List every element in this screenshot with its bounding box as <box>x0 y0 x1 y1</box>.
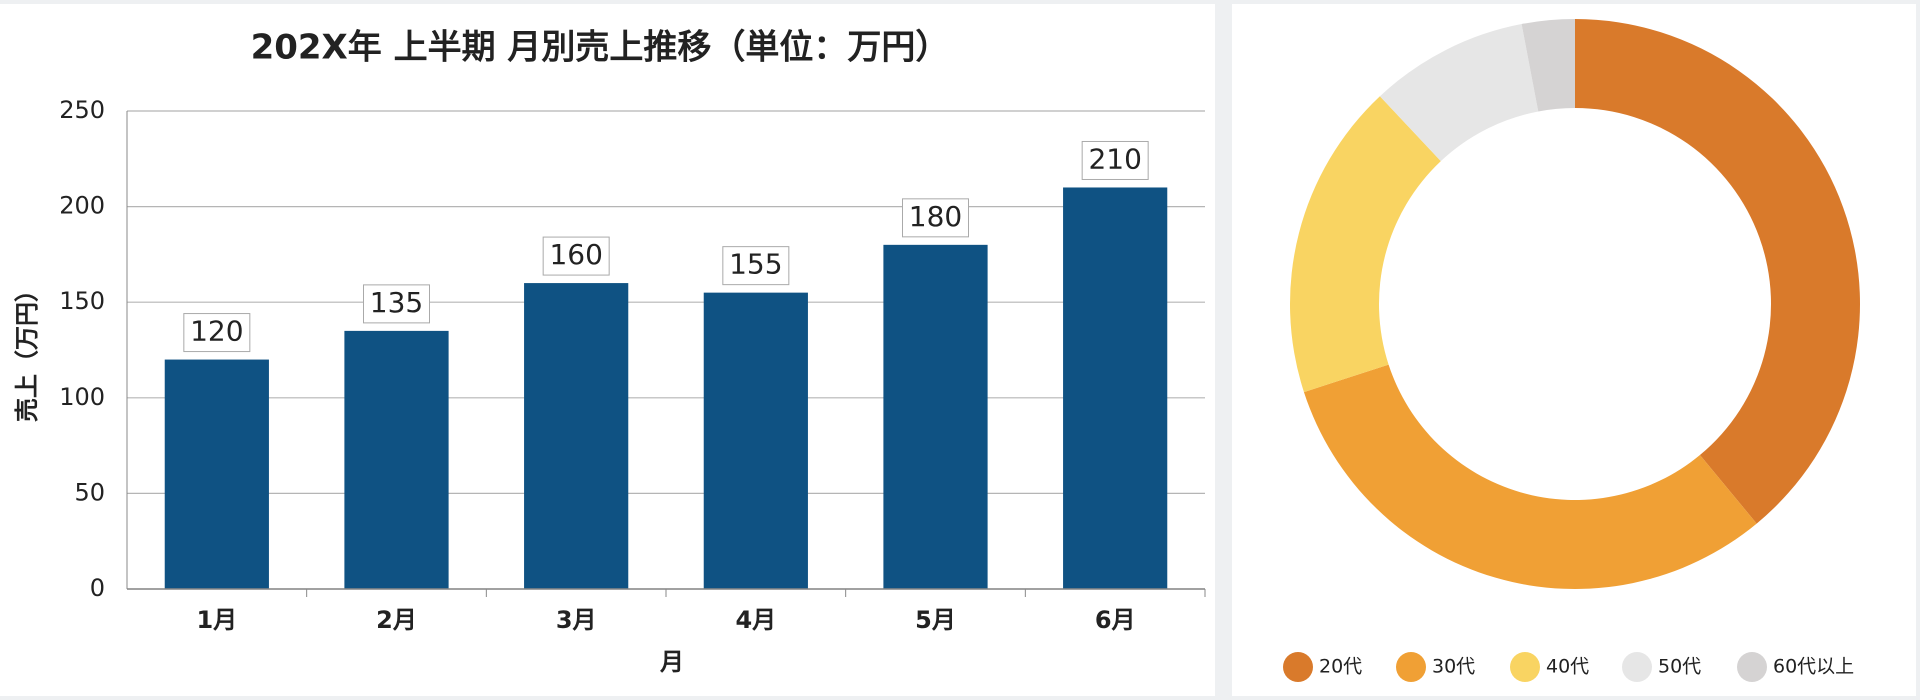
legend-swatch <box>1510 652 1540 682</box>
donut-slice <box>1521 19 1575 112</box>
data-label-box <box>1081 140 1149 180</box>
y-tick-label: 200 <box>59 192 105 220</box>
x-axis-title: 月 <box>659 648 684 676</box>
x-tick-label: 1月 <box>196 606 237 634</box>
donut-slice <box>1303 364 1757 590</box>
data-label-box <box>363 284 430 324</box>
legend-label: 60代以上 <box>1773 656 1854 678</box>
x-tick-label: 3月 <box>556 606 597 634</box>
chart-title: 202X年 上半期 月別売上推移（単位：万円） <box>251 28 950 68</box>
data-label: 160 <box>549 238 602 271</box>
x-tick-label: 5月 <box>915 606 956 634</box>
data-label: 120 <box>190 315 243 348</box>
data-label: 155 <box>729 248 782 281</box>
bar <box>1063 187 1168 590</box>
legend-label: 30代 <box>1432 656 1475 678</box>
bar <box>703 292 808 589</box>
data-label-box <box>542 236 610 276</box>
y-tick-label: 100 <box>59 383 105 411</box>
donut-slice <box>1575 19 1860 524</box>
donut-slice <box>1290 96 1441 393</box>
data-label: 135 <box>370 286 423 319</box>
legend-swatch <box>1622 652 1652 682</box>
bar <box>164 359 269 589</box>
legend-swatch <box>1396 652 1426 682</box>
x-tick-label: 4月 <box>735 606 776 634</box>
y-tick-label: 250 <box>59 96 105 124</box>
x-tick-label: 2月 <box>376 606 417 634</box>
y-tick-label: 50 <box>74 478 105 506</box>
bar <box>883 244 988 589</box>
data-label: 210 <box>1088 142 1141 175</box>
data-label: 180 <box>909 200 962 233</box>
legend-swatch <box>1737 652 1767 682</box>
legend-label: 50代 <box>1658 656 1701 678</box>
y-axis-title: 売上（万円） <box>13 278 41 422</box>
data-label-box <box>902 198 969 238</box>
y-tick-label: 150 <box>59 287 105 315</box>
x-tick-label: 6月 <box>1095 606 1136 634</box>
legend-label: 40代 <box>1546 656 1589 678</box>
data-label-box <box>183 313 251 353</box>
legend-label: 20代 <box>1319 656 1362 678</box>
donut-slice <box>1379 24 1539 162</box>
data-label-box <box>722 246 790 286</box>
bar <box>524 283 629 589</box>
legend-swatch <box>1283 652 1313 682</box>
bar <box>344 330 449 589</box>
y-tick-label: 0 <box>90 574 105 602</box>
